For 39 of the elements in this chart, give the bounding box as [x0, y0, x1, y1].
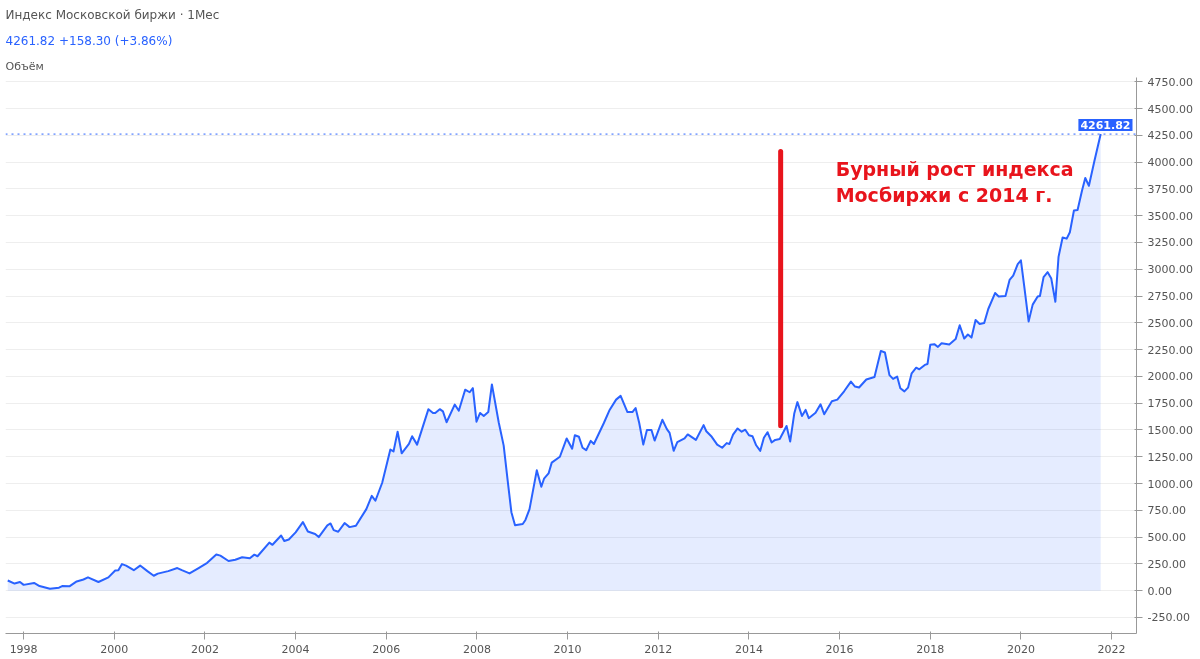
x-tick-label: 2012 — [644, 642, 673, 656]
x-tick-label: 2006 — [372, 642, 401, 656]
y-tick-label: 3750.00 — [1147, 182, 1193, 196]
y-tick-label: 4000.00 — [1147, 156, 1193, 170]
x-tick-label: 2002 — [190, 642, 219, 656]
y-tick-label: 2000.00 — [1147, 370, 1193, 384]
chart-title: Индекс Московской биржи · 1Мес — [5, 7, 220, 22]
x-tick-label: 2016 — [825, 642, 854, 656]
y-tick-label: 3250.00 — [1147, 236, 1193, 250]
x-tick-label: 2020 — [1006, 642, 1035, 656]
x-tick-label: 2004 — [281, 642, 310, 656]
y-tick-label: -250.00 — [1147, 611, 1190, 625]
y-tick-label: 1000.00 — [1147, 477, 1193, 491]
y-tick-label: 1500.00 — [1147, 423, 1193, 437]
x-tick-label: 2018 — [916, 642, 945, 656]
annotation: Бурный рост индекса Мосбиржи с 2014 г. — [835, 158, 1074, 207]
y-tick-label: 1750.00 — [1147, 397, 1193, 411]
y-tick-label: 2750.00 — [1147, 290, 1193, 304]
y-tick-label: 250.00 — [1147, 557, 1186, 571]
y-tick-label: 1250.00 — [1147, 450, 1193, 464]
y-tick-label: 2500.00 — [1147, 316, 1193, 330]
x-tick-label: 2014 — [734, 642, 763, 656]
y-tick-label: 2250.00 — [1147, 343, 1193, 357]
y-tick-label: 3500.00 — [1147, 209, 1193, 223]
y-tick-label: 0.00 — [1147, 584, 1172, 598]
y-tick-label: 500.00 — [1147, 531, 1186, 545]
y-tick-label: 3000.00 — [1147, 263, 1193, 277]
ref-line-label: 4261.82 — [1080, 119, 1131, 133]
x-tick-label: 2000 — [100, 642, 129, 656]
x-tick-label: 2010 — [553, 642, 582, 656]
text: Объём — [5, 59, 44, 73]
x-tick-label: 2008 — [462, 642, 491, 656]
x-tick-label: 1998 — [9, 642, 38, 656]
y-tick-label: 4750.00 — [1147, 75, 1193, 89]
y-tick-label: 4250.00 — [1147, 129, 1193, 143]
x-tick-label: 2022 — [1097, 642, 1126, 656]
chart-subtitle: 4261.82 +158.30 (+3.86%) — [5, 33, 173, 48]
y-tick-label: 4500.00 — [1147, 102, 1193, 116]
y-tick-label: 750.00 — [1147, 504, 1186, 518]
